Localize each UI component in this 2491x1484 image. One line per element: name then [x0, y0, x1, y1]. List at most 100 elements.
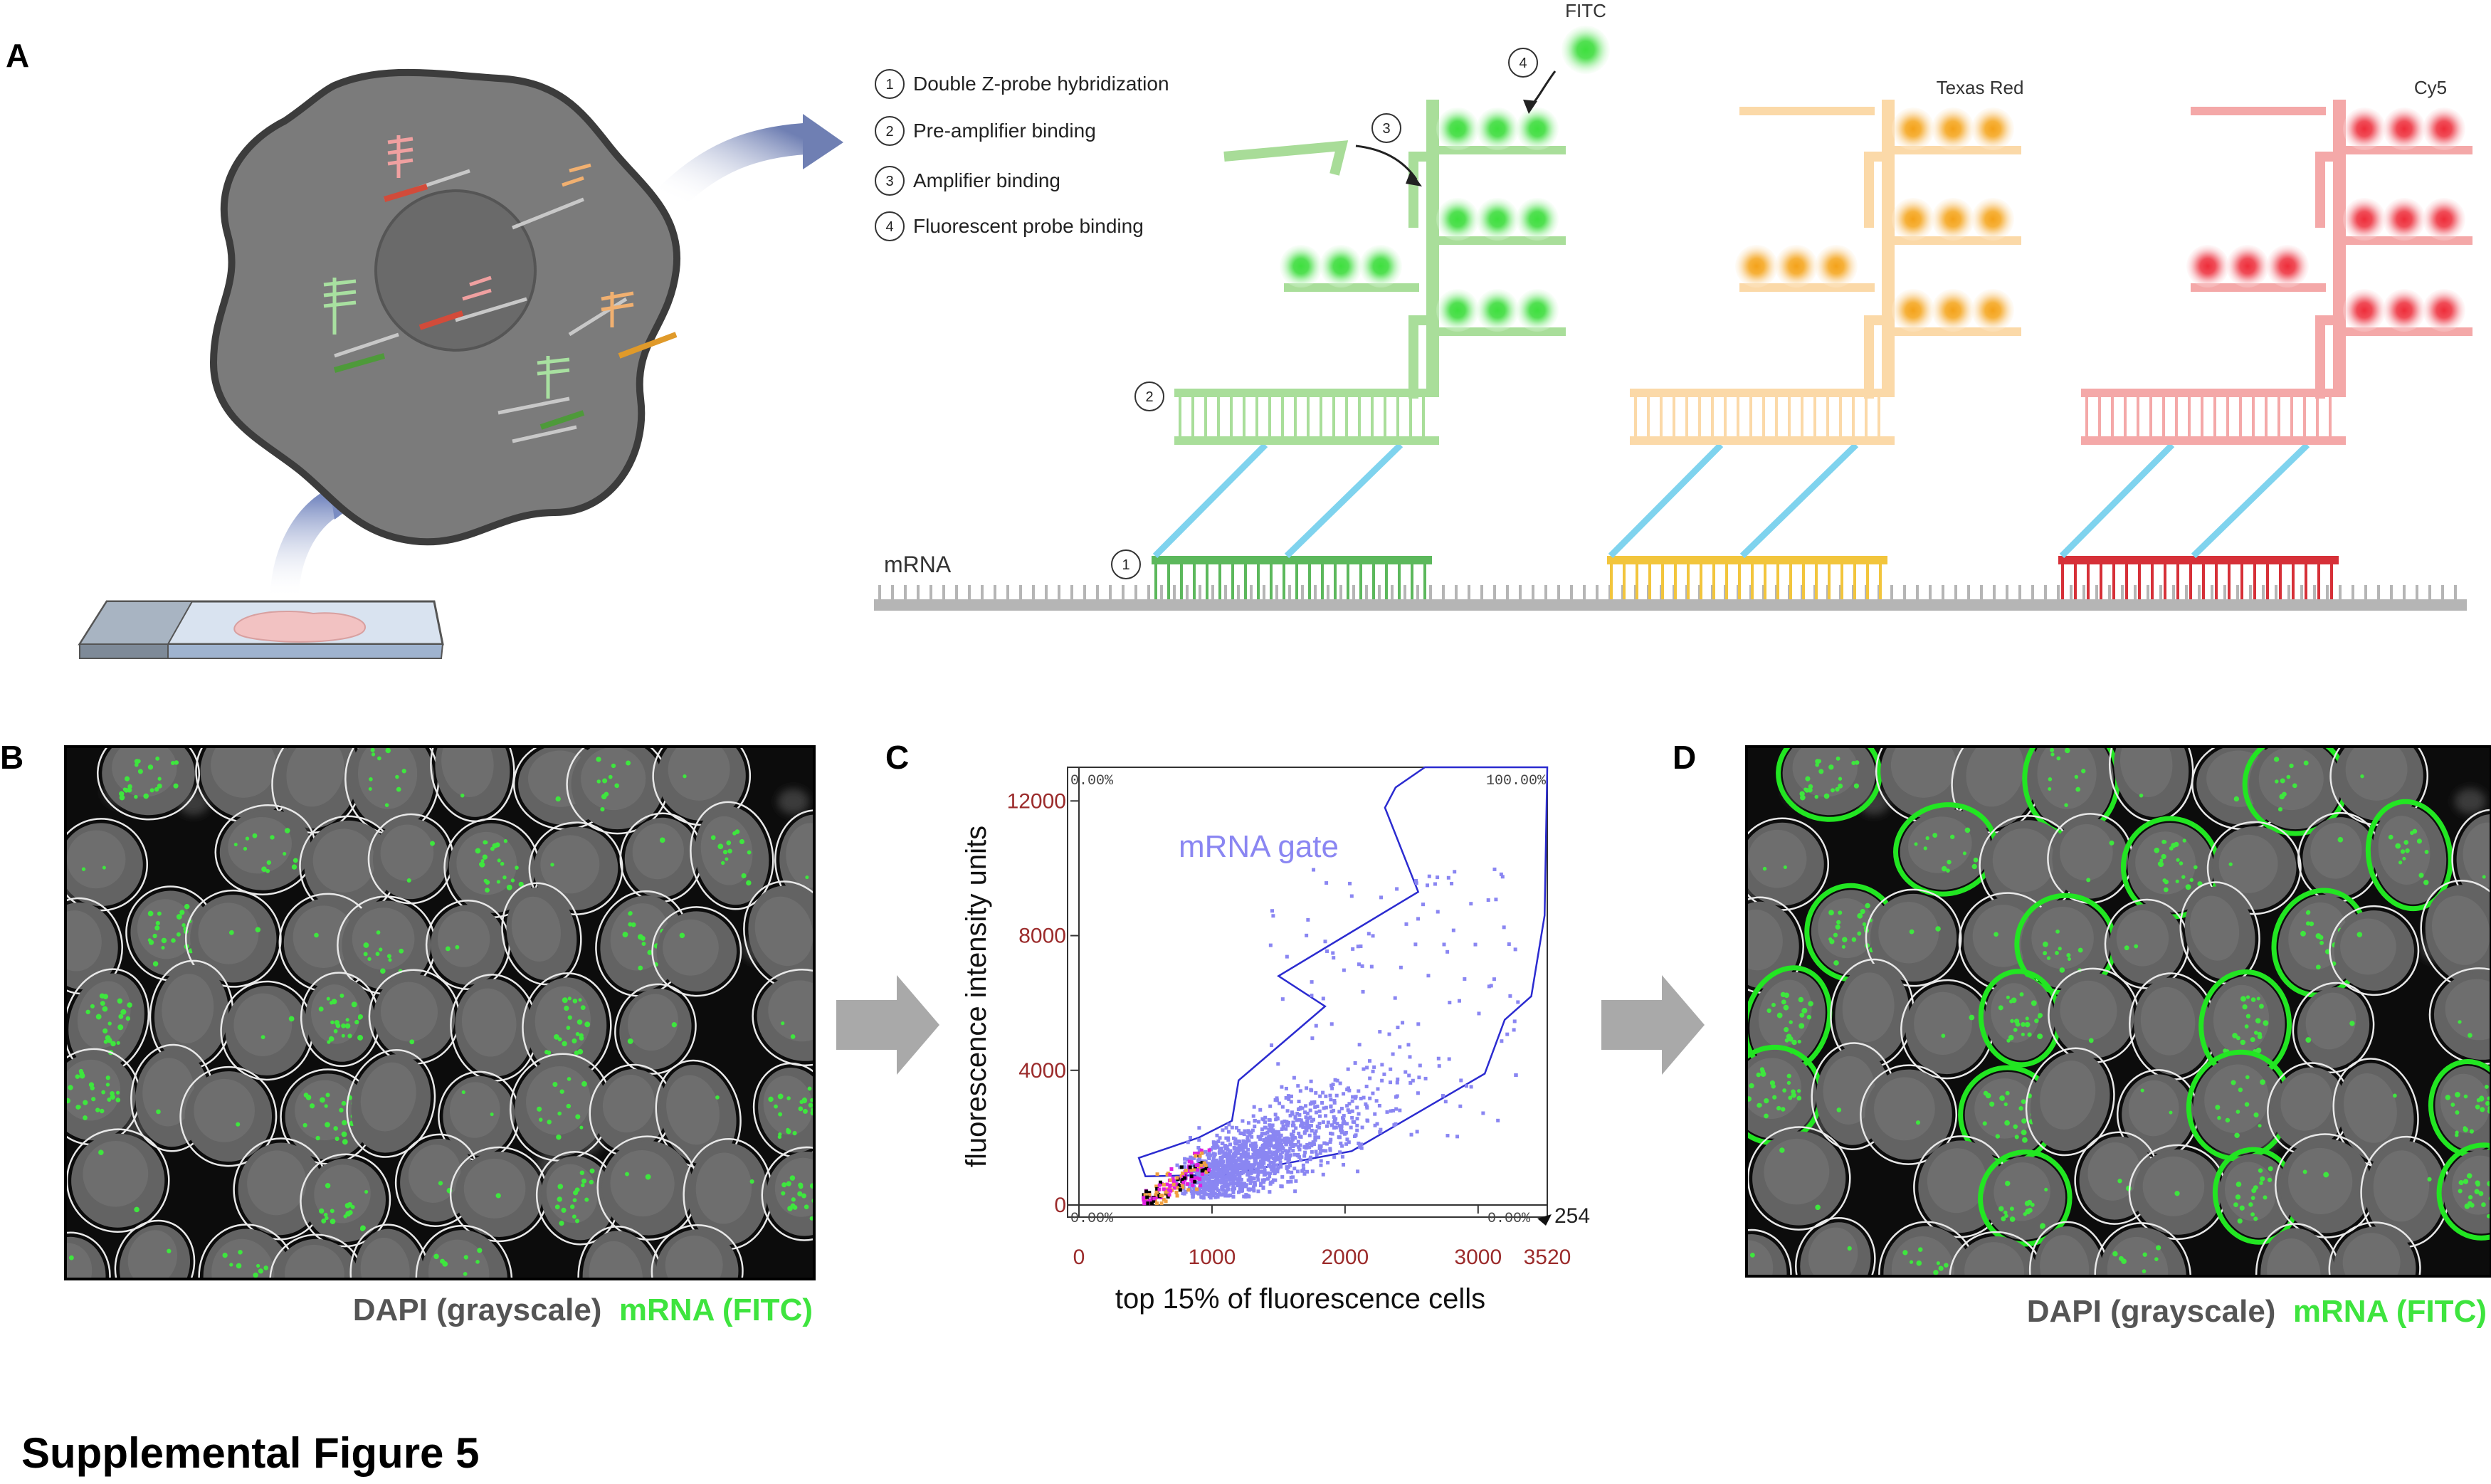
- mrna-dot: [679, 932, 685, 939]
- gated-point: [1278, 1164, 1283, 1168]
- fluor-probe-dot: [2186, 245, 2229, 288]
- mrna-dot: [2323, 1172, 2329, 1178]
- gated-point: [1230, 1177, 1234, 1181]
- nucleus-highlight: [211, 748, 277, 798]
- nucleus-highlight: [2031, 906, 2094, 969]
- gated-point: [1319, 1147, 1323, 1152]
- gated-point: [1212, 1153, 1216, 1157]
- gated-point: [1213, 1146, 1217, 1150]
- gated-point: [1319, 1163, 1323, 1167]
- mrna-dot: [2018, 1106, 2023, 1111]
- gated-point: [1347, 1110, 1352, 1115]
- gated-point: [1324, 1105, 1328, 1110]
- gated-point: [1266, 1177, 1270, 1181]
- mrna-dot: [2162, 878, 2167, 883]
- gated-point: [1303, 1110, 1307, 1115]
- nucleus: [1951, 748, 2044, 834]
- pre-amplifier: [1174, 389, 1439, 397]
- nucleus: [683, 1137, 773, 1251]
- trunk-step: [2315, 152, 2333, 228]
- nucleus-highlight: [67, 910, 102, 972]
- mrna-dot: [1851, 761, 1856, 765]
- mrna-dot: [1788, 1036, 1794, 1042]
- ungated-point: [1174, 1190, 1179, 1194]
- nucleus: [67, 1231, 111, 1278]
- gated-point: [1276, 1157, 1280, 1162]
- mrna-dot: [455, 944, 460, 949]
- nucleus-highlight: [763, 1075, 813, 1135]
- mrna-dot: [2482, 875, 2486, 879]
- mrna-dot: [739, 838, 745, 845]
- trunk-step: [1408, 152, 1426, 228]
- mrna-dot: [2464, 1204, 2470, 1209]
- gated-point: [1210, 1189, 1214, 1193]
- cell-outline: [269, 1233, 365, 1278]
- z-probe-bar: [1152, 556, 1432, 564]
- mrna-dot: [91, 1097, 96, 1102]
- gated-point: [1464, 1084, 1468, 1088]
- gated-point: [1228, 1167, 1232, 1171]
- gated-point: [1183, 1161, 1187, 1165]
- gated-point: [1273, 1112, 1278, 1117]
- nucleus: [2275, 1133, 2377, 1238]
- gated-point: [1196, 1159, 1201, 1164]
- mrna-dot: [335, 1136, 339, 1142]
- gated-point: [1353, 1096, 1357, 1100]
- mrna-backbone: [874, 599, 2467, 611]
- mrna-dot: [1779, 1147, 1785, 1153]
- mrna-dot: [237, 1306, 243, 1312]
- gated-point: [1436, 1056, 1441, 1061]
- gated-point: [1328, 1148, 1332, 1152]
- mrna-dot: [161, 946, 165, 950]
- gated-point: [1341, 1116, 1345, 1120]
- gated-point: [1350, 1115, 1354, 1120]
- mrna-dot: [2306, 910, 2311, 915]
- mrna-dot: [2042, 941, 2048, 947]
- gated-point: [1180, 1176, 1184, 1180]
- gated-point: [1308, 1115, 1312, 1120]
- gated-point: [1348, 881, 1352, 885]
- mrna-dot: [157, 783, 162, 789]
- gated-point: [1315, 1125, 1320, 1129]
- mrna-dot: [569, 1204, 575, 1209]
- mrna-dot: [2038, 1013, 2043, 1019]
- mrna-dot: [1784, 1038, 1789, 1043]
- gated-point: [1239, 1189, 1243, 1193]
- pre-amplifier-base: [2081, 436, 2346, 445]
- gated-point: [1305, 1120, 1310, 1125]
- nucleus-highlight: [112, 748, 177, 797]
- nucleus: [1748, 965, 1833, 1075]
- gated-point: [1360, 964, 1364, 968]
- gated-point: [1253, 1118, 1257, 1122]
- nucleus: [1830, 958, 1915, 1068]
- nucleus: [438, 1070, 520, 1162]
- gated-point: [1309, 1124, 1313, 1128]
- mrna-dot: [2253, 1216, 2258, 1221]
- mrna-dot: [395, 774, 399, 779]
- gated-point: [1364, 1102, 1368, 1106]
- gated-point: [1214, 1173, 1218, 1177]
- gated-point: [1332, 1115, 1336, 1119]
- gated-point: [1445, 949, 1450, 954]
- gated-point: [1349, 894, 1354, 898]
- y-tick-label: 12000: [1007, 789, 1066, 813]
- nucleus-highlight: [1890, 748, 1957, 798]
- mrna-dot: [2181, 875, 2186, 879]
- ungated-point: [1172, 1186, 1176, 1190]
- gated-point: [1413, 942, 1418, 947]
- mrna-dot: [2228, 862, 2233, 866]
- ungated-point: [1165, 1190, 1169, 1194]
- gated-point: [1346, 1108, 1350, 1112]
- gated-point: [1329, 1137, 1333, 1142]
- gated-point: [1283, 1140, 1287, 1144]
- gated-point: [1373, 1123, 1377, 1127]
- nucleus-highlight: [449, 1082, 500, 1138]
- gated-cell-outline: [2436, 1142, 2490, 1241]
- gated-point: [1416, 1091, 1420, 1095]
- mrna-dot: [252, 833, 258, 838]
- ungated-point: [1193, 1167, 1197, 1172]
- mrna-dot: [492, 843, 497, 849]
- mrna-gate-polygon: [1137, 766, 1549, 1178]
- mrna-dot: [2112, 1251, 2118, 1257]
- gated-point: [1274, 1157, 1278, 1162]
